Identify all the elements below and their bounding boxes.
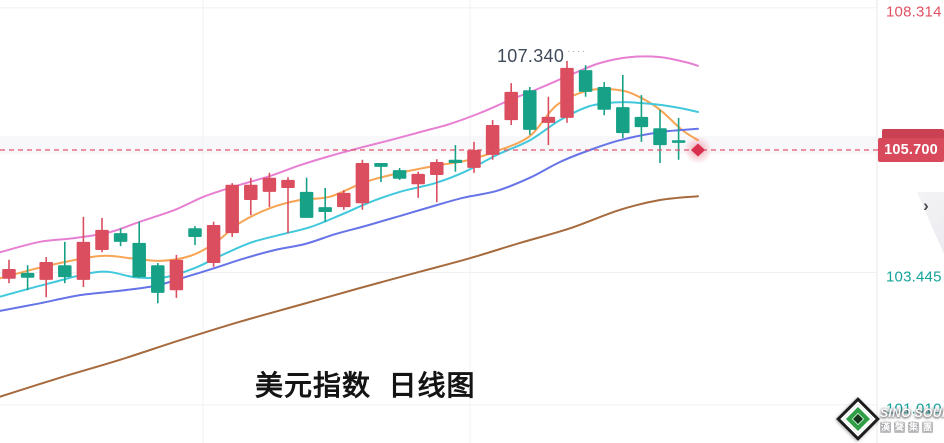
- candle-body: [653, 128, 667, 146]
- candle-body: [523, 90, 537, 130]
- candle-body: [151, 265, 165, 293]
- candle-body: [2, 269, 16, 279]
- candle-4: [76, 216, 91, 287]
- candle-body: [20, 272, 35, 278]
- ma-lines: [0, 55, 699, 398]
- candle-31: [578, 65, 593, 97]
- candle-body: [597, 86, 611, 110]
- candle-body: [188, 228, 202, 237]
- ma-slow-line: [0, 127, 699, 312]
- candle-body: [485, 125, 500, 155]
- candle-body: [448, 159, 463, 164]
- candle-22: [411, 171, 425, 198]
- candle-body: [206, 225, 221, 264]
- candle-25: [467, 141, 481, 173]
- candle-16: [299, 177, 314, 218]
- band-lower-line: [0, 195, 699, 398]
- candle-6: [113, 228, 128, 247]
- candle-20: [374, 163, 388, 183]
- candle-body: [169, 259, 184, 291]
- watermark-brand-text: SINO SOUND: [880, 405, 944, 420]
- candle-14: [262, 172, 277, 208]
- candle-body: [467, 150, 481, 168]
- candle-body: [541, 116, 556, 123]
- candle-body: [299, 191, 314, 218]
- candle-body: [355, 163, 370, 204]
- candle-32: [597, 82, 611, 116]
- candle-7: [132, 221, 146, 278]
- candle-17: [318, 188, 332, 222]
- candle-body: [58, 265, 72, 278]
- candles: [2, 60, 686, 304]
- high-price-label: 107.340 ····: [497, 46, 587, 67]
- gridlines: [0, 0, 878, 443]
- candle-body: [634, 116, 649, 128]
- candle-body: [671, 140, 686, 143]
- candle-body: [39, 261, 53, 280]
- candle-body: [132, 242, 146, 278]
- watermark-cn-char: 漢: [880, 421, 891, 433]
- candle-body: [281, 179, 295, 189]
- candle-body: [225, 184, 239, 234]
- candle-body: [504, 91, 518, 121]
- candle-0: [2, 259, 16, 284]
- candle-29: [541, 96, 556, 146]
- candle-8: [151, 263, 165, 304]
- high-price-value: 107.340: [497, 46, 565, 66]
- candle-body: [560, 67, 574, 118]
- candle-9: [169, 254, 184, 298]
- candle-body: [392, 170, 407, 179]
- candle-body: [244, 184, 258, 200]
- expand-panel-chevron-button[interactable]: ›: [915, 195, 937, 217]
- candle-body: [374, 163, 388, 167]
- candle-11: [206, 221, 221, 267]
- candle-body: [337, 192, 351, 208]
- band-upper-line: [0, 55, 699, 254]
- candle-30: [560, 60, 574, 123]
- candle-10: [188, 226, 202, 246]
- candle-27: [504, 83, 518, 125]
- candle-body: [616, 107, 630, 134]
- candle-3: [58, 241, 72, 284]
- last-price-marker: [684, 136, 712, 164]
- watermark-cn-char: 集: [908, 421, 919, 433]
- watermark-cn-char: 團: [922, 421, 933, 433]
- candle-34: [634, 95, 649, 142]
- candle-19: [355, 159, 370, 210]
- high-price-tick-dots: ····: [567, 46, 587, 57]
- sino-sound-logo-icon: [836, 397, 880, 441]
- candle-2: [39, 257, 53, 298]
- chart-title: 美元指数 日线图: [255, 370, 476, 401]
- candle-21: [392, 167, 407, 180]
- candle-body: [411, 173, 425, 185]
- candle-body: [318, 207, 332, 212]
- candle-body: [262, 177, 277, 192]
- candle-36: [671, 117, 686, 160]
- watermark-brand-cn-text: 漢聲集團: [880, 421, 944, 433]
- candle-body: [430, 161, 444, 175]
- candle-1: [20, 265, 35, 291]
- marker-diamond-icon: [691, 143, 705, 157]
- candle-body: [578, 70, 593, 92]
- candle-15: [281, 177, 295, 234]
- candle-24: [448, 145, 463, 172]
- candle-23: [430, 159, 444, 203]
- candle-28: [523, 86, 537, 135]
- candle-18: [337, 190, 351, 210]
- candle-26: [485, 120, 500, 160]
- ma-fast-line: [0, 87, 699, 280]
- candle-33: [616, 75, 630, 139]
- candle-body: [95, 229, 109, 250]
- watermark-cn-char: 聲: [894, 421, 905, 433]
- candle-35: [653, 109, 667, 164]
- candle-12: [225, 183, 239, 237]
- candle-13: [244, 177, 258, 216]
- candle-body: [76, 241, 91, 280]
- candle-5: [95, 217, 109, 253]
- candle-body: [113, 233, 128, 242]
